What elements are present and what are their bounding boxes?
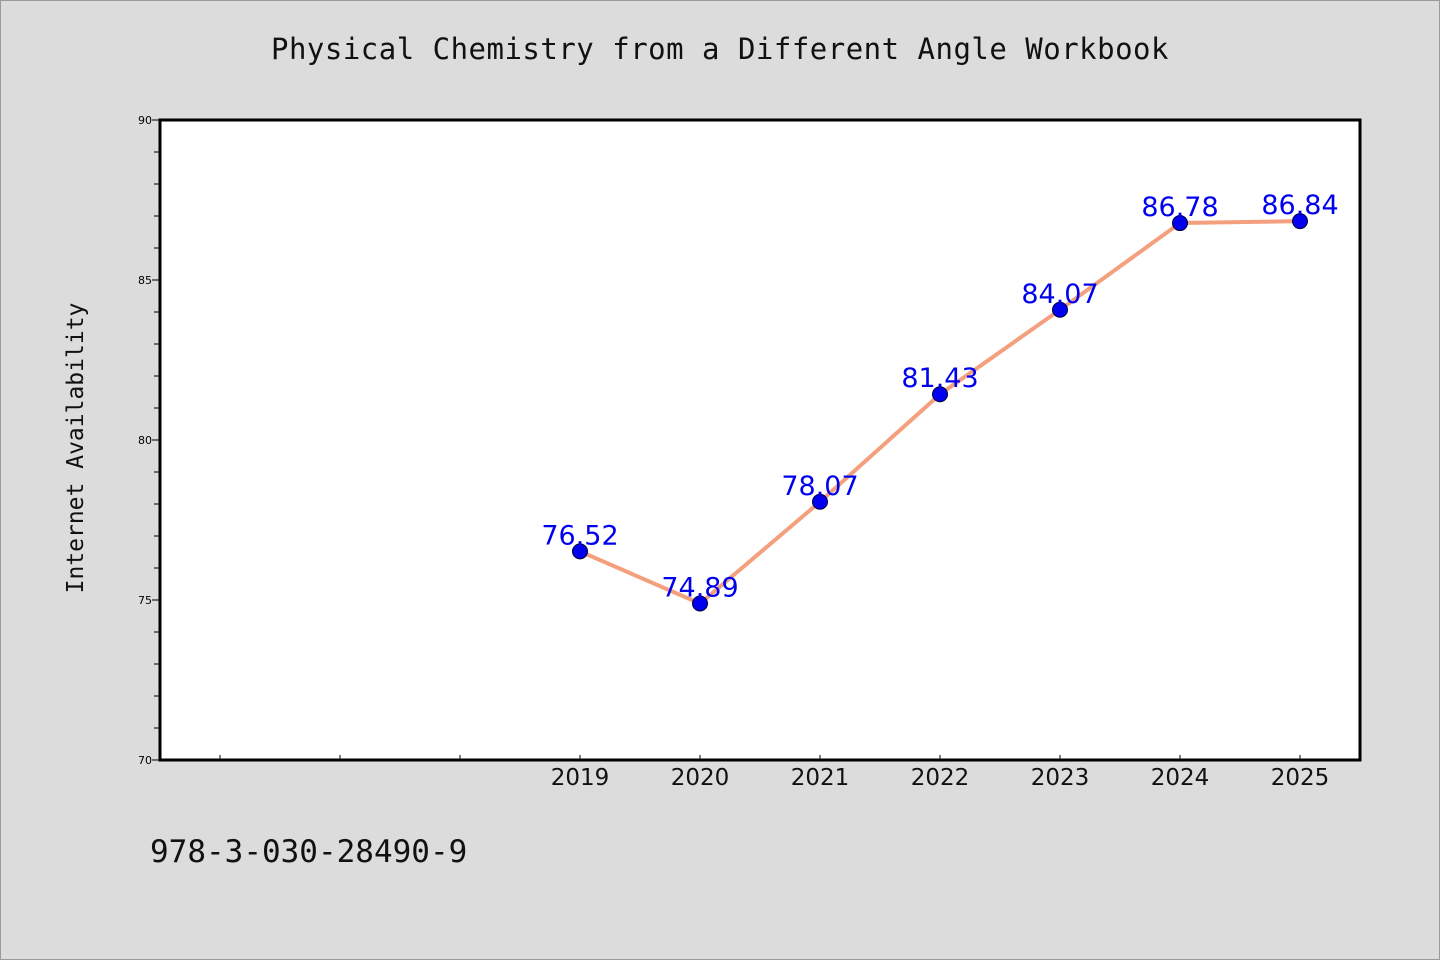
data-label: 74.89 <box>661 573 738 604</box>
isbn-code: 978-3-030-28490-9 <box>150 834 468 870</box>
data-label: 76.52 <box>541 520 618 551</box>
data-label: 84.07 <box>1021 279 1098 310</box>
plot-area <box>158 118 1362 762</box>
chart-title: Physical Chemistry from a Different Angl… <box>271 32 1169 66</box>
x-tick-label: 2021 <box>791 765 850 791</box>
data-point <box>1172 215 1188 232</box>
data-point <box>1052 301 1068 318</box>
y-tick-label: 75 <box>138 594 152 607</box>
y-tick-label: 70 <box>138 754 152 767</box>
data-label: 78.07 <box>781 471 858 502</box>
data-label: 86.78 <box>1141 192 1218 223</box>
x-tick-label: 2020 <box>671 765 730 791</box>
y-tick-label: 90 <box>138 114 152 127</box>
data-point <box>812 493 828 510</box>
data-point <box>572 543 588 560</box>
series-layer: 76.52 74.89 78.07 81.43 84.07 86.78 86.84 <box>541 190 1339 612</box>
data-point <box>932 386 948 403</box>
x-tick-label: 2022 <box>911 765 970 791</box>
data-point <box>692 595 708 612</box>
y-tick-label: 85 <box>138 274 152 287</box>
x-tick-label: 2025 <box>1271 765 1330 791</box>
x-tick-label: 2023 <box>1031 765 1090 791</box>
data-label: 86.84 <box>1261 190 1338 221</box>
data-label: 81.43 <box>901 363 978 394</box>
data-point <box>1292 213 1308 230</box>
x-tick-label: 2019 <box>551 765 610 791</box>
y-tick-label: 80 <box>138 434 152 447</box>
x-axis: 2019 2020 2021 2022 2023 2024 2025 <box>219 755 1330 791</box>
y-axis: 70 75 80 85 90 <box>138 114 160 767</box>
x-tick-label: 2024 <box>1151 765 1210 791</box>
